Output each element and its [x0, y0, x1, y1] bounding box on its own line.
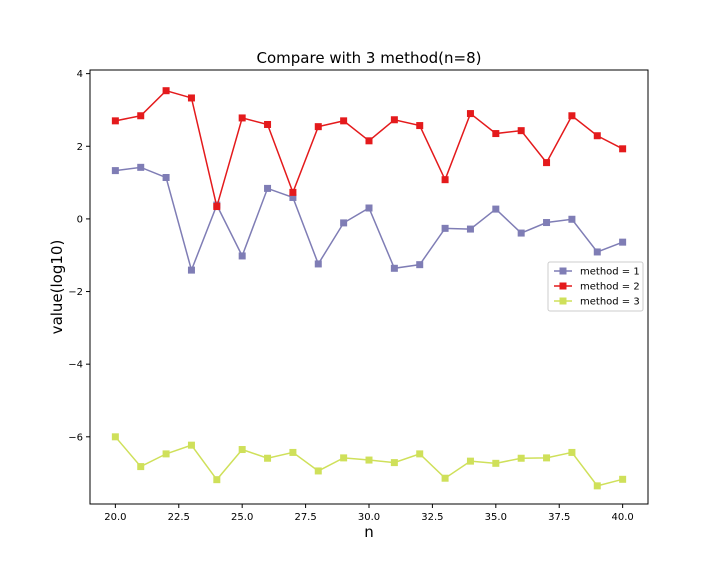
series-2-point	[416, 122, 424, 130]
series-1-point	[466, 225, 474, 233]
chart-title: Compare with 3 method(n=8)	[257, 49, 482, 67]
y-tick-label: −2	[68, 287, 83, 298]
x-tick-label: 40.0	[612, 512, 634, 523]
series-3-point	[390, 459, 398, 467]
series-3-point	[162, 450, 170, 458]
series-2-point	[365, 137, 373, 145]
series-2-point	[187, 94, 195, 102]
series-3-point	[314, 467, 322, 475]
series-3-point	[137, 463, 145, 471]
x-tick-label: 22.5	[168, 512, 190, 523]
series-2-point	[593, 132, 601, 140]
x-tick-label: 37.5	[548, 512, 570, 523]
series-3-point	[111, 433, 119, 441]
series-3-point	[416, 450, 424, 458]
series-1-point	[619, 238, 627, 246]
legend-label: method = 1	[580, 267, 640, 278]
y-tick-label: −4	[68, 360, 83, 371]
legend-box	[547, 261, 644, 312]
series-1-point	[238, 252, 246, 260]
series-2-point	[137, 112, 145, 120]
series-1-point	[390, 264, 398, 272]
series-1-point	[340, 219, 348, 227]
series-1-point	[264, 184, 272, 192]
series-3	[111, 433, 627, 490]
series-3-point	[238, 446, 246, 454]
series-3-point	[264, 454, 272, 462]
x-tick-label: 35.0	[485, 512, 507, 523]
series-1-point	[593, 248, 601, 256]
y-tick-label: 2	[77, 142, 83, 153]
series-2-point	[162, 87, 170, 95]
series-2-point	[264, 120, 272, 128]
series-1	[111, 163, 627, 274]
x-tick-label: 20.0	[104, 512, 126, 523]
y-tick-label: 0	[77, 214, 83, 225]
series-2-point	[619, 145, 627, 153]
series-2-point	[289, 188, 297, 196]
series-2	[111, 87, 627, 211]
legend-marker	[559, 297, 567, 305]
series-3-point	[619, 475, 627, 483]
series-2-point	[543, 159, 551, 167]
series-2-point	[492, 130, 500, 138]
series-1-point	[365, 204, 373, 212]
x-tick-label: 25.0	[231, 512, 253, 523]
x-tick-label: 27.5	[294, 512, 316, 523]
series-2-point	[314, 123, 322, 131]
series-3-point	[289, 448, 297, 456]
series-1-point	[492, 205, 500, 213]
legend-label: method = 3	[580, 297, 640, 308]
x-tick-label: 30.0	[358, 512, 380, 523]
series-2-point	[340, 117, 348, 125]
series-1-point	[187, 266, 195, 274]
series-3-point	[543, 454, 551, 462]
series-2-point	[441, 176, 449, 184]
y-axis-title: value(log10)	[48, 240, 66, 335]
legend-marker	[559, 282, 567, 290]
series-3-point	[213, 476, 221, 484]
series-1-point	[416, 261, 424, 269]
series-2-point	[466, 110, 474, 118]
y-tick-label: −6	[68, 432, 83, 443]
series-1-point	[441, 224, 449, 232]
y-tick-label: 4	[77, 69, 83, 80]
legend: method = 1 method = 2 method = 3	[547, 261, 644, 312]
series-2-point	[213, 203, 221, 211]
series-1-point	[111, 167, 119, 175]
series-1-point	[568, 215, 576, 223]
legend-marker	[559, 267, 567, 275]
series-2-point	[390, 116, 398, 124]
series-3-point	[492, 459, 500, 467]
series-1-point	[162, 174, 170, 182]
series-3-point	[517, 454, 525, 462]
x-axis-title: n	[364, 523, 374, 541]
series-3-point	[441, 474, 449, 482]
x-tick-label: 32.5	[421, 512, 443, 523]
plot-area: 20.0 22.5 25.0 27.5 30.0 32.5 35.0 37.5 40.0 −6 −4…	[68, 69, 649, 523]
series-2-point	[238, 114, 246, 122]
series-1-point	[289, 193, 297, 201]
series-3-point	[568, 448, 576, 456]
series-3-point	[187, 441, 195, 449]
series-3-point	[466, 457, 474, 465]
series-1-point	[517, 229, 525, 237]
series-1-point	[314, 260, 322, 268]
series-1-point	[137, 163, 145, 171]
series-3-point	[340, 454, 348, 462]
series-3-point	[365, 456, 373, 464]
series-2-point	[111, 117, 119, 125]
legend-label: method = 2	[580, 282, 640, 293]
series-3-point	[593, 482, 601, 490]
series-1-point	[543, 219, 551, 227]
series-2-point	[568, 112, 576, 120]
series-2-point	[517, 127, 525, 135]
